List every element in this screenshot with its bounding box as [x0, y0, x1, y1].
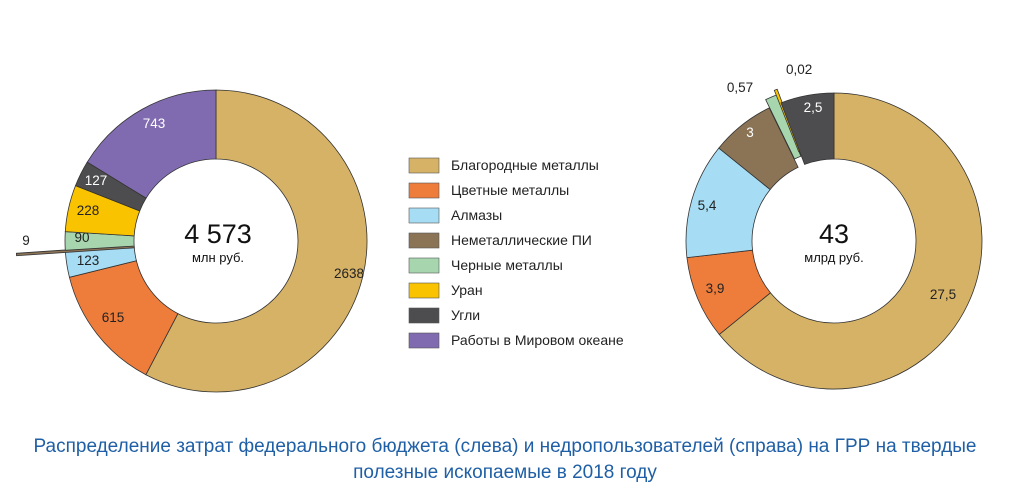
legend-swatch-5: [408, 282, 440, 299]
legend-swatch-4: [408, 257, 440, 274]
legend-label-7: Работы в Мировом океане: [451, 332, 624, 348]
slice-label-left-2: 123: [77, 253, 100, 268]
slice-right-4: [765, 94, 802, 160]
slice-label-left-6: 127: [85, 173, 108, 188]
slice-label-left-3: 9: [22, 233, 30, 248]
legend-label-3: Неметаллические ПИ: [451, 232, 592, 248]
legend-label-0: Благородные металлы: [451, 157, 599, 173]
slice-label-right-2: 5,4: [698, 198, 717, 213]
legend-swatch-1: [408, 182, 440, 199]
legend-label-2: Алмазы: [451, 207, 502, 223]
slice-right-0: [718, 92, 983, 390]
caption-line-2: полезные ископаемые в 2018 году: [353, 462, 657, 483]
slice-label-right-5: 0,02: [786, 62, 812, 77]
slice-label-left-5: 228: [77, 203, 100, 218]
legend-swatch-0: [408, 157, 440, 174]
slice-label-right-6: 2,5: [804, 100, 823, 115]
legend-label-6: Угли: [451, 307, 480, 323]
caption-line-1: Распределение затрат федерального бюджет…: [33, 436, 977, 457]
legend-label-1: Цветные металлы: [451, 182, 569, 198]
left-total-unit: млн руб.: [192, 250, 244, 265]
legend-swatch-7: [408, 332, 440, 349]
slice-label-left-4: 90: [74, 230, 89, 245]
chart-caption: Распределение затрат федерального бюджет…: [0, 434, 1010, 486]
legend-swatch-3: [408, 232, 440, 249]
slice-label-right-4: 0,57: [727, 80, 753, 95]
slice-label-left-0: 2638: [334, 266, 364, 281]
slice-label-left-1: 615: [102, 310, 125, 325]
donut-chart-right: 27,5 3,9 5,4 3 0,57 0,02 2,5: [685, 62, 983, 390]
slice-right-6: [780, 92, 835, 165]
slice-left-0: [145, 89, 368, 393]
slice-left-7: [86, 89, 217, 199]
slice-label-right-1: 3,9: [706, 281, 725, 296]
legend-label-4: Черные металлы: [451, 257, 563, 273]
legend-swatch-2: [408, 207, 440, 224]
donut-chart-left: 2638 615 123 9 90 228 127 743: [15, 89, 368, 393]
slice-label-right-3: 3: [746, 125, 754, 140]
right-total-value: 43: [819, 219, 849, 249]
left-total-value: 4 573: [184, 219, 252, 249]
legend-label-5: Уран: [451, 282, 483, 298]
legend: Благородные металлы Цветные металлы Алмазы…: [408, 157, 624, 349]
slice-label-left-7: 743: [143, 116, 166, 131]
right-total-unit: млрд руб.: [804, 250, 863, 265]
legend-swatch-6: [408, 307, 440, 324]
slice-label-right-0: 27,5: [930, 287, 956, 302]
